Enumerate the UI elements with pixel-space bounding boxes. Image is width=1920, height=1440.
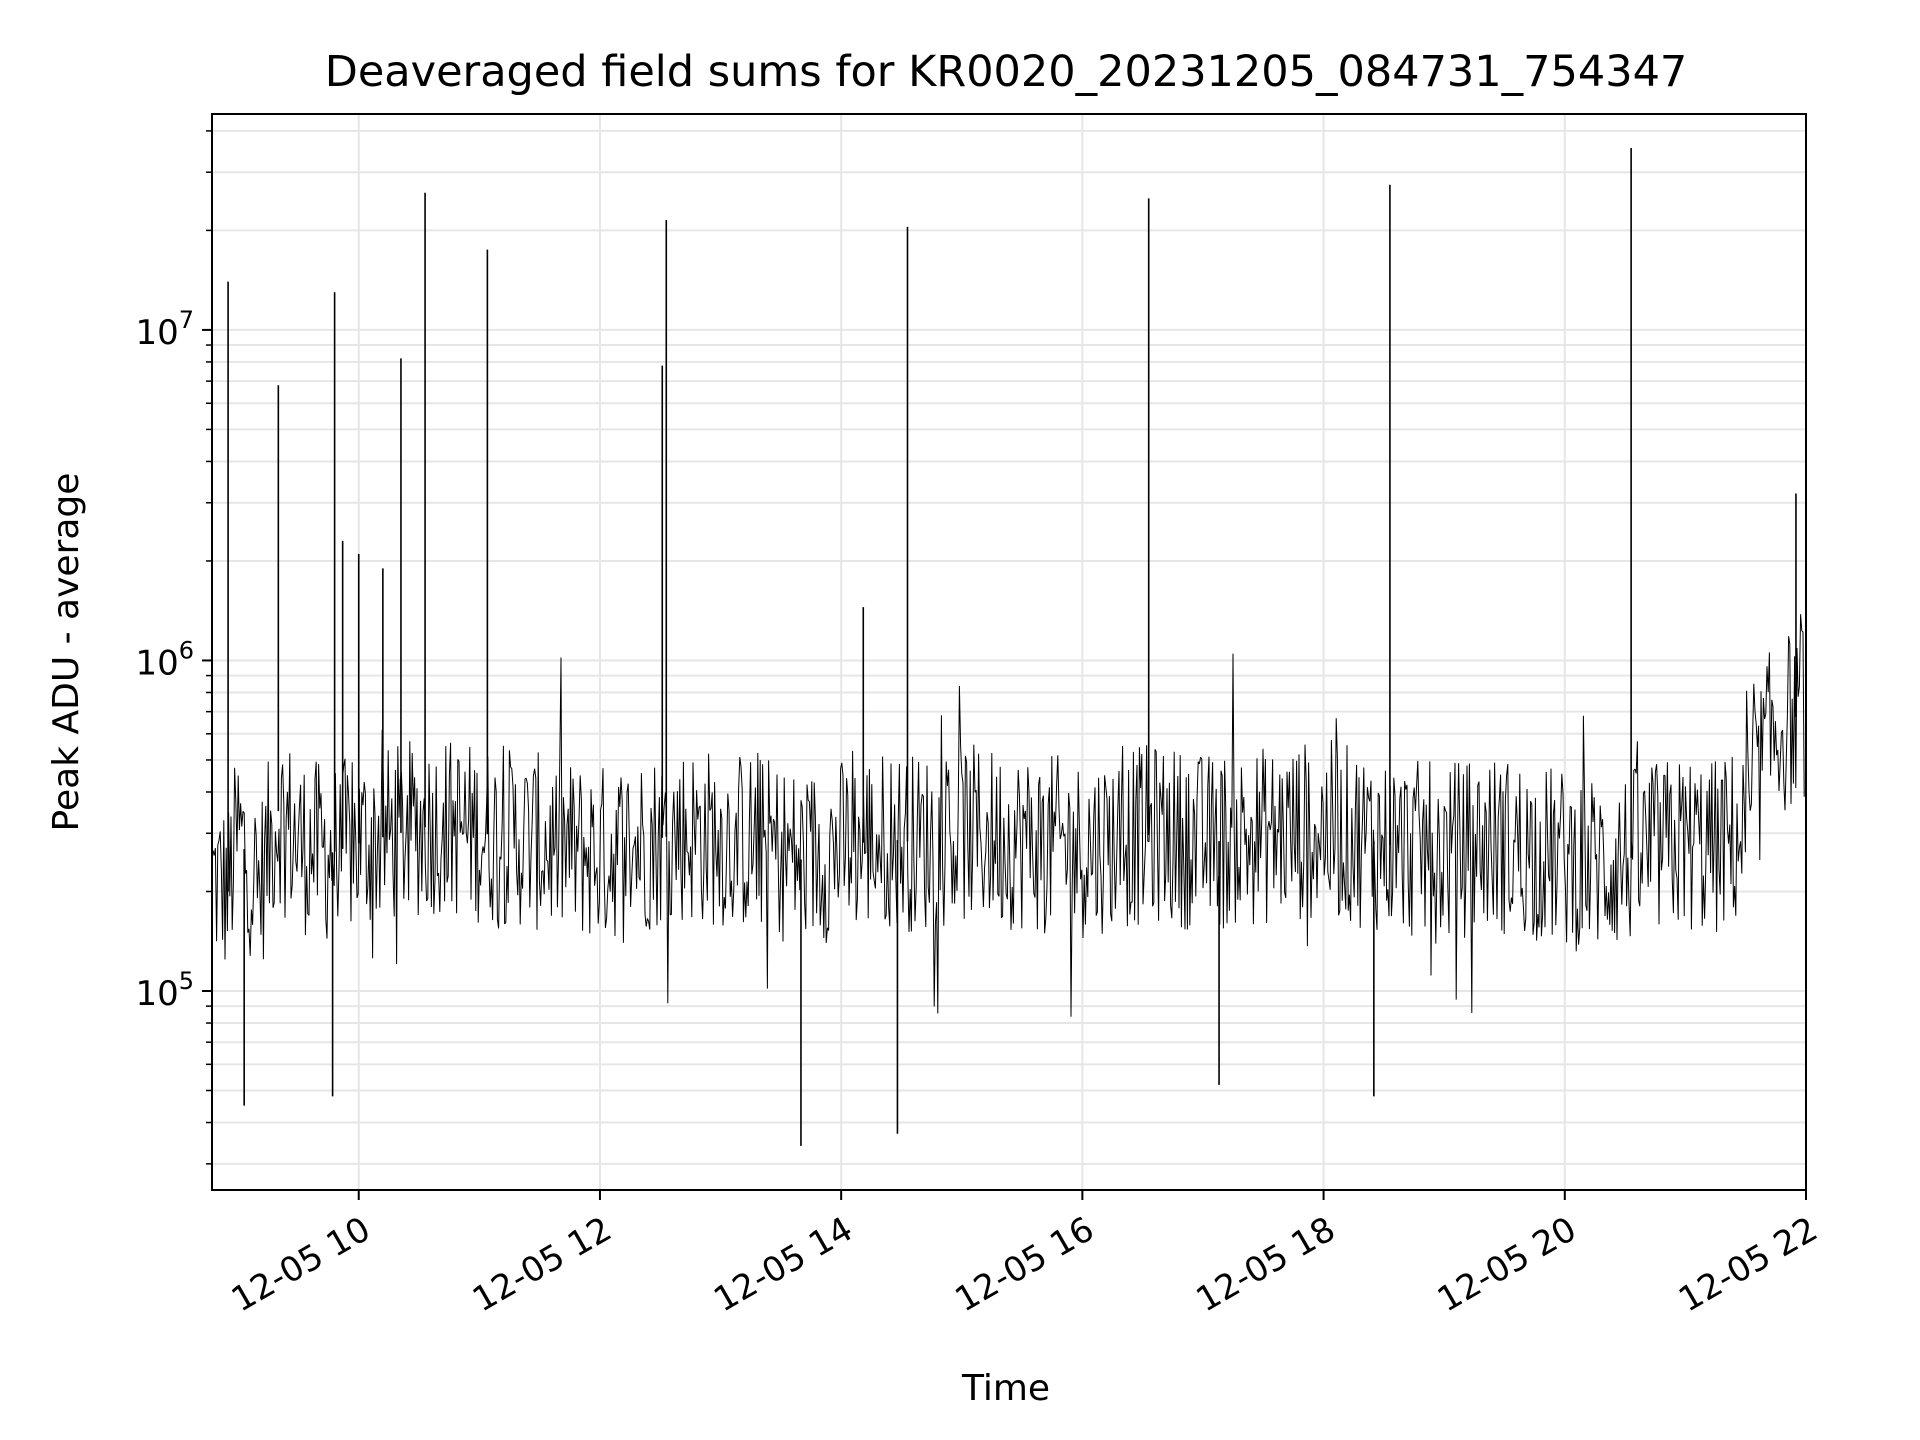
y-axis: 105 106 107 — [135, 130, 212, 1165]
x-tick-label: 12-05 18 — [1190, 1209, 1342, 1320]
x-tick-label: 12-05 22 — [1672, 1209, 1824, 1320]
series-line — [212, 614, 1805, 1017]
x-axis-label: Time — [961, 1368, 1050, 1409]
x-tick-label: 12-05 14 — [707, 1209, 859, 1320]
chart-title: Deaveraged field sums for KR0020_2023120… — [325, 47, 1688, 97]
y-tick-label: 107 — [135, 306, 194, 353]
y-axis-label: Peak ADU - average — [46, 473, 87, 832]
plot-frame — [211, 113, 1807, 1191]
x-tick-label: 12-05 12 — [466, 1209, 618, 1320]
x-tick-label: 12-05 16 — [948, 1209, 1100, 1320]
chart-grid — [212, 114, 1807, 1190]
x-axis: 12-05 10 12-05 12 12-05 14 12-05 16 12-05 18… — [225, 1190, 1825, 1320]
y-tick-label: 105 — [135, 967, 194, 1014]
x-tick-label: 12-05 20 — [1431, 1209, 1583, 1320]
x-tick-label: 12-05 10 — [225, 1209, 377, 1320]
chart-series — [212, 148, 1805, 1146]
y-tick-label: 106 — [135, 636, 194, 683]
